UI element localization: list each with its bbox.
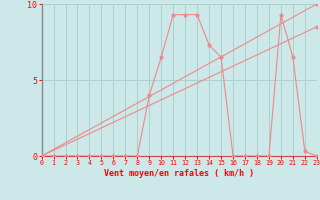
X-axis label: Vent moyen/en rafales ( km/h ): Vent moyen/en rafales ( km/h )	[104, 169, 254, 178]
